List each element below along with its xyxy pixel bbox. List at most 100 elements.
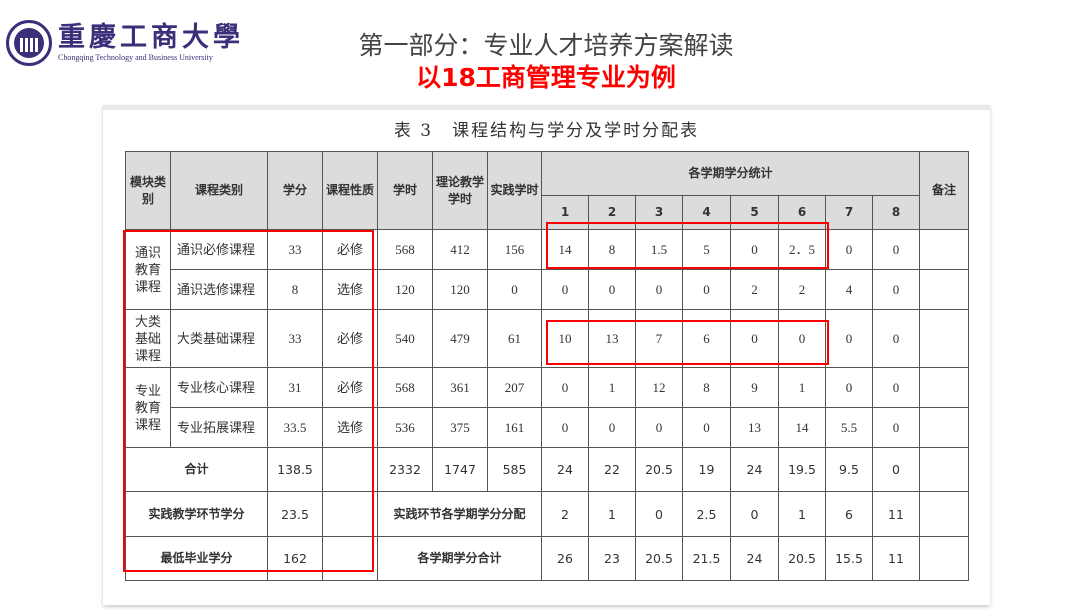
semester-cell: 0 (825, 309, 873, 368)
table-cell: 20.5 (635, 536, 683, 581)
module-cell: 通识教育课程 (125, 229, 171, 310)
logo-cn: 重慶工商大學 (58, 22, 244, 53)
table-row: 通识选修课程 8 选修 120 120 0 0 0 0 0 2 2 4 0 (126, 269, 969, 310)
semester-cell: 8 (588, 229, 636, 270)
table-cell: 21.5 (682, 536, 731, 581)
table-cell: 24 (730, 447, 779, 492)
semester-cell: 4 (825, 269, 873, 310)
table-cell: 22 (588, 447, 636, 492)
table-cell: 24 (730, 536, 779, 581)
semester-cell: 8 (682, 367, 731, 408)
semester-cell: 14 (541, 229, 589, 270)
table-cell: 2.5 (682, 491, 731, 537)
table-row: 专业教育课程 专业核心课程 31 必修 568 361 207 0 1 12 8 9 1 0 0 (125, 367, 969, 448)
theory-cell: 120 (432, 269, 488, 310)
semester-cell: 0 (682, 407, 731, 448)
table-row: 通识教育课程 通识必修课程 33 必修 568 412 156 14 8 1.5 5 0 2．5 0 0 (125, 229, 969, 310)
remark-cell (919, 407, 969, 448)
total-label: 合计 (125, 447, 268, 492)
table-cell (322, 491, 378, 537)
semester-cell: 0 (588, 269, 636, 310)
category-cell: 专业拓展课程 (170, 407, 268, 448)
credit-cell: 33 (267, 309, 323, 368)
table-cell: 19.5 (778, 447, 826, 492)
semester-cell: 0 (682, 269, 731, 310)
header-nature: 课程性质 (322, 151, 378, 230)
header-credit: 学分 (267, 151, 323, 230)
table-cell: 0 (635, 491, 683, 537)
table-cell: 6 (825, 491, 873, 537)
semester-cell: 1 (778, 367, 826, 408)
table-cell: 23.5 (267, 491, 323, 537)
semester-cell: 0 (872, 309, 920, 368)
table-cell: 20.5 (635, 447, 683, 492)
table-cell: 162 (267, 536, 323, 581)
row-label: 实践环节各学期学分分配 (377, 491, 542, 537)
hours-cell: 568 (377, 367, 433, 408)
highlight-box-foundation (546, 320, 829, 365)
semester-cell: 5.5 (825, 407, 873, 448)
table-cell: 2332 (377, 447, 433, 492)
semester-cell: 0 (541, 269, 589, 310)
table-cell: 0 (730, 491, 779, 537)
semester-cell: 1 (588, 367, 636, 408)
table-cell: 138.5 (267, 447, 323, 492)
table-cell: 26 (541, 536, 589, 581)
remark-cell (919, 491, 969, 537)
remark-cell (919, 367, 969, 408)
theory-cell: 375 (432, 407, 488, 448)
remark-cell (919, 269, 969, 310)
header-semester: 7 (825, 195, 873, 230)
semester-cell: 0 (778, 309, 826, 368)
table-cell: 1 (778, 491, 826, 537)
module-cell: 专业教育课程 (125, 367, 171, 448)
practice-cell: 61 (487, 309, 542, 368)
row-label: 最低毕业学分 (125, 536, 268, 581)
semester-cell: 13 (730, 407, 779, 448)
slide-subtitle: 以18工商管理专业为例 (416, 63, 676, 92)
table-caption: 表 3 课程结构与学分及学时分配表 (393, 121, 700, 141)
table-cell: 20.5 (778, 536, 826, 581)
table-row: 大类基础课程 大类基础课程 33 必修 540 479 61 10 13 7 6 0 0 0 0 (125, 309, 969, 368)
practice-row: 实践教学环节学分 23.5 实践环节各学期学分分配 2 1 0 2.5 0 1 6 11 (125, 491, 969, 537)
table-cell (322, 536, 378, 581)
nature-cell: 选修 (322, 407, 378, 448)
table-cell: 11 (872, 536, 920, 581)
header-theory: 理论教学学时 (432, 151, 488, 230)
table-cell: 9.5 (825, 447, 873, 492)
semester-cell: 0 (635, 407, 683, 448)
hours-cell: 536 (377, 407, 433, 448)
highlight-box-credits (123, 230, 374, 572)
logo-en: Chongqing Technology and Business Univer… (58, 53, 213, 62)
theory-cell: 479 (432, 309, 488, 368)
semester-cell: 9 (730, 367, 779, 408)
semester-cell: 0 (872, 407, 920, 448)
header-row: 模块类别 课程类别 学分 课程性质 学时 理论教学学时 实践学时 各学期学分统计 备注 (125, 151, 969, 230)
semester-cell: 0 (872, 367, 920, 408)
semester-cell: 2 (730, 269, 779, 310)
semester-cell: 0 (872, 269, 920, 310)
table-cell: 1 (588, 491, 636, 537)
min-row: 最低毕业学分 162 各学期学分合计 26 23 20.5 21.5 24 20.5 15.5 11 (125, 536, 969, 581)
table-cell: 2 (541, 491, 589, 537)
credit-cell: 31 (267, 367, 323, 408)
practice-cell: 0 (487, 269, 542, 310)
practice-cell: 207 (487, 367, 542, 408)
theory-cell: 361 (432, 367, 488, 408)
credit-cell: 33.5 (267, 407, 323, 448)
total-row: 合计 138.5 2332 1747 585 24 22 20.5 19 24 19.5 9.5 0 (125, 447, 969, 492)
semester-cell: 0 (825, 367, 873, 408)
semester-cell: 0 (541, 367, 589, 408)
table-row: 专业拓展课程 33.5 选修 536 375 161 0 0 0 0 13 14 5.5 0 (126, 407, 969, 448)
semester-cell: 0 (635, 269, 683, 310)
remark-cell (919, 536, 969, 581)
slide-title: 第一部分：专业人才培养方案解读 (358, 31, 734, 60)
hours-cell: 120 (377, 269, 433, 310)
header-semesters: 各学期学分统计 (541, 151, 920, 196)
hours-cell: 540 (377, 309, 433, 368)
practice-cell: 161 (487, 407, 542, 448)
semester-cell: 2 (778, 269, 826, 310)
table-cell: 19 (682, 447, 731, 492)
header-module: 模块类别 (125, 151, 171, 230)
header-semester: 8 (872, 195, 920, 230)
